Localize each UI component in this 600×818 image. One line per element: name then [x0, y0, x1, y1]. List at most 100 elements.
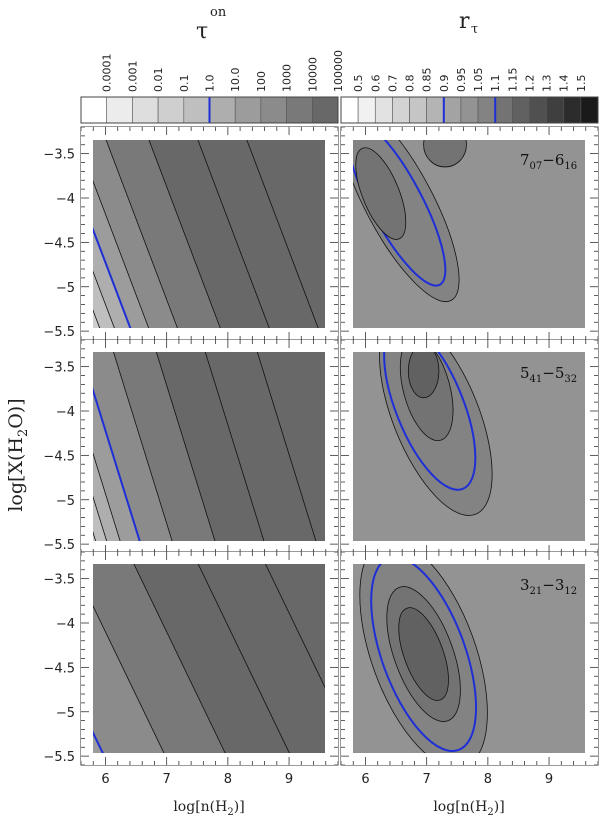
ratio-panel: 707−616 [340, 126, 599, 341]
y-axis-title-text: log[X(H2O)] [5, 398, 31, 511]
x-axis-title-left-sub: 2 [227, 807, 233, 818]
colorbar-tick-label: 1.15 [506, 68, 519, 93]
tau-panel: −3.5 −4 −4.5 −5 −5.5 6 7 8 9 [43, 551, 339, 787]
y-tick-label: −5.5 [43, 538, 75, 553]
x-tick-label: 8 [484, 772, 492, 787]
colorbar-tick-label: 1.05 [472, 68, 485, 93]
tau-panel: −3.5 −4 −4.5 −5 −5.5 [43, 339, 339, 554]
colorbar-tick-label: 1.1 [489, 75, 502, 93]
tau-band [257, 352, 325, 542]
y-axis-title: log[X(H2O)] [5, 398, 31, 511]
ratio-highlight-contour [370, 564, 478, 753]
ratio-contours [353, 564, 585, 754]
ratio-contour-line [355, 147, 407, 240]
tau-band [198, 564, 325, 754]
tau-contour-line [197, 564, 291, 754]
colorbar-swatch [340, 96, 359, 124]
y-axis-title-base: log[X(H [5, 437, 27, 512]
colorbar-tick-label: 0.7 [386, 75, 399, 93]
ratio-contour-line [423, 140, 467, 168]
colorbar-tick-label: 0.01 [152, 68, 165, 93]
y-tick-label: −4.5 [43, 236, 75, 251]
tau-unity-contour [93, 387, 142, 542]
colorbar-tick-label: 0.6 [369, 75, 382, 93]
tau-contour-line [93, 180, 150, 330]
colorbar-swatch [80, 96, 108, 124]
transition-upper: 3 [520, 576, 530, 594]
transition-dash: − [542, 576, 555, 594]
tau-contour-line [148, 140, 222, 330]
tau-band [197, 140, 319, 330]
transition-label: 321−312 [520, 576, 577, 597]
colorbar-tick-label: 10.0 [229, 68, 242, 93]
y-tick-label: −4 [56, 617, 75, 632]
ratio-contour-line [407, 352, 440, 399]
x-axis-title-right-end: )] [494, 799, 505, 815]
tau-band [205, 352, 317, 542]
colorbar-swatch [209, 96, 236, 124]
transition-lower-sub: 16 [564, 161, 577, 172]
transition-upper-sub: 21 [530, 586, 543, 597]
colorbar-tick-label: 10000 [306, 57, 319, 92]
colorbar-swatch [286, 96, 313, 124]
colorbar-swatch [234, 96, 262, 124]
y-tick-label: −3.5 [43, 361, 75, 376]
tau-contour-line [93, 605, 165, 754]
x-axis-title-left-end: )] [234, 799, 245, 815]
x-axis-title-right: log[n(H2)] [433, 799, 504, 818]
colorbar-swatch [494, 96, 513, 124]
y-axis-title-end: O)] [5, 398, 27, 428]
transition-dash: − [542, 364, 555, 382]
colorbar-swatch [580, 96, 599, 124]
x-tick-label: 9 [285, 772, 293, 787]
tau-contours [93, 564, 325, 754]
tau-band [93, 140, 179, 330]
x-tick-label: 7 [423, 772, 431, 787]
ratio-contours [353, 140, 585, 330]
colorbar-tick-label: 100 [255, 71, 268, 92]
colorbar-swatch [392, 96, 410, 124]
tau-contour-line [197, 140, 271, 330]
colorbar-tick-label: 0.001 [126, 61, 139, 93]
tau-panel: −3.5 −4 −4.5 −5 −5.5 [43, 126, 339, 341]
colorbar-swatch [477, 96, 496, 124]
colorbar-tick-label: 1.0 [204, 75, 217, 93]
y-tick-label: −4.5 [43, 449, 75, 464]
transition-lower: 5 [555, 364, 565, 382]
tau-contour-line [265, 564, 325, 689]
ratio-panel: 541−532 [340, 339, 599, 554]
colorbar-swatch [443, 96, 462, 124]
colorbar-swatch [374, 96, 393, 124]
tau-contour-line [93, 495, 108, 542]
colorbar-swatch [409, 96, 427, 124]
colorbar-swatch [132, 96, 159, 124]
y-tick-label: −4 [56, 192, 75, 207]
colorbar-tick-label: 0.5 [352, 75, 365, 93]
tau-band [93, 310, 101, 330]
colorbar-swatch [311, 96, 339, 124]
transition-lower-sub: 32 [564, 374, 577, 385]
x-axis-title-left-text: log[n(H2)] [173, 799, 244, 818]
colorbar-tick-label: 0.8 [404, 75, 417, 93]
ratio-contour-line [398, 607, 449, 701]
colorbar-swatch [357, 96, 376, 124]
colorbar-tick-label: 0.0001 [101, 54, 114, 93]
right-column-title: r τ [459, 9, 478, 37]
tau-contour-line [246, 140, 320, 330]
transition-label: 541−532 [520, 364, 577, 385]
tau-unity-contour [93, 226, 133, 330]
tau-band [93, 564, 226, 754]
right-title-base: r [459, 9, 470, 34]
colorbar-swatch [426, 96, 445, 124]
tau-band [156, 352, 265, 542]
tau-contour-line [93, 452, 121, 542]
colorbar-tick-label: 1.5 [575, 75, 588, 93]
tau-contours [93, 352, 325, 542]
colorbar-swatch [260, 96, 287, 124]
tau-band [133, 564, 290, 754]
colorbar-tick-label: 1.4 [558, 75, 571, 93]
colorbar-tick-label: 0.85 [421, 68, 434, 93]
